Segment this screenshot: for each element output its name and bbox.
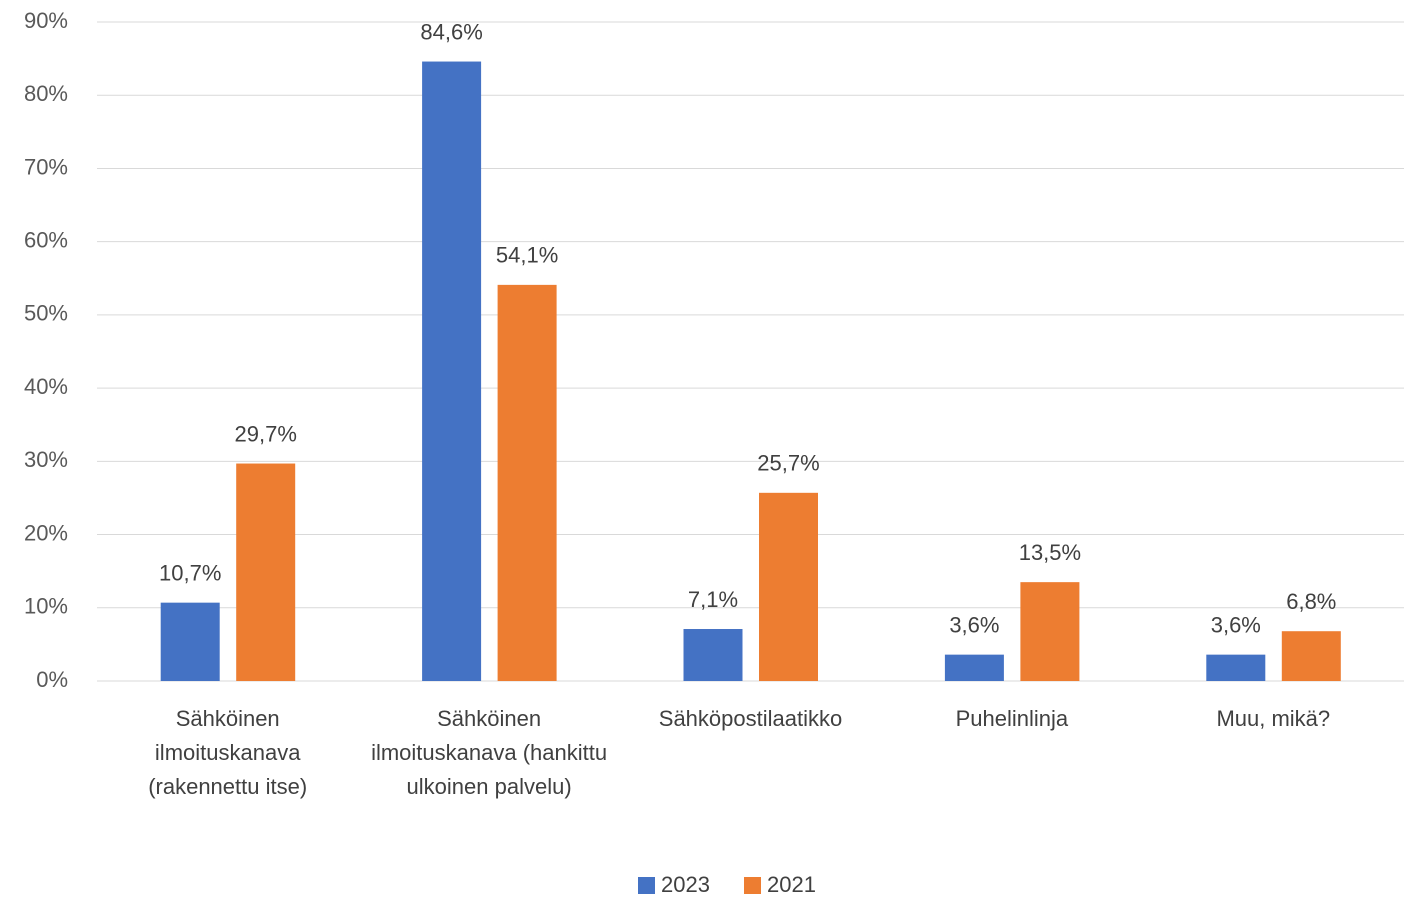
legend-swatch [744, 877, 761, 894]
bar [1281, 631, 1341, 681]
bar [759, 492, 818, 681]
data-label: 84,6% [420, 19, 482, 44]
legend-label: 2023 [661, 872, 710, 897]
x-tick-label: Sähköinen ilmoituskanava (hankittu ulkoi… [371, 706, 608, 799]
bar [1020, 582, 1080, 681]
x-tick-label: Sähköpostilaatikko [658, 706, 843, 731]
bar [1206, 654, 1266, 681]
bar [160, 602, 220, 681]
legend-swatch [638, 877, 655, 894]
data-label: 7,1% [688, 587, 738, 612]
y-tick-label: 10% [24, 594, 68, 619]
x-tick-label: Muu, mikä? [1216, 706, 1331, 731]
y-tick-label: 50% [24, 301, 68, 326]
bar [236, 463, 296, 681]
y-tick-label: 40% [24, 374, 68, 399]
data-label: 3,6% [949, 612, 999, 637]
bar [683, 629, 743, 681]
y-tick-label: 30% [24, 447, 68, 472]
x-tick-label: Puhelinlinja [955, 706, 1069, 731]
bar [422, 61, 482, 682]
bar [944, 654, 1004, 681]
legend-label: 2021 [767, 872, 816, 897]
y-tick-label: 0% [36, 667, 68, 692]
data-label: 3,6% [1211, 612, 1261, 637]
data-label: 6,8% [1286, 589, 1336, 614]
y-tick-label: 20% [24, 520, 68, 545]
data-label: 10,7% [159, 560, 221, 585]
data-label: 13,5% [1019, 540, 1081, 565]
y-tick-label: 80% [24, 81, 68, 106]
y-tick-label: 70% [24, 154, 68, 179]
data-label: 54,1% [496, 243, 558, 268]
bar [497, 284, 557, 681]
x-tick-label: Sähköinen ilmoituskanava (rakennettu its… [148, 706, 308, 799]
y-tick-label: 60% [24, 227, 68, 252]
data-label: 29,7% [235, 421, 297, 446]
y-tick-label: 90% [24, 8, 68, 33]
data-label: 25,7% [757, 451, 819, 476]
